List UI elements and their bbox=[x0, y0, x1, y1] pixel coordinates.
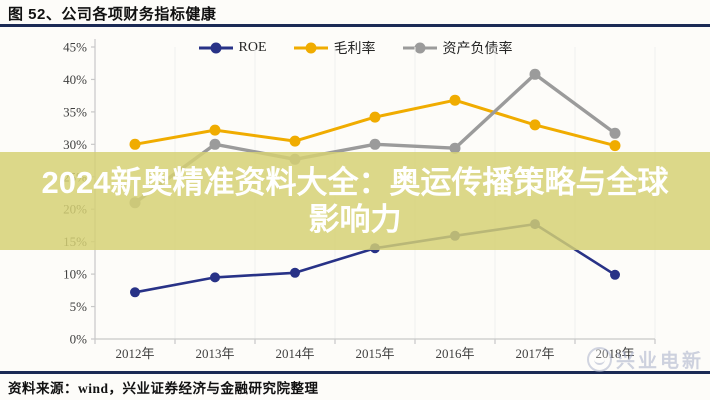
y-tick-label: 5% bbox=[70, 299, 88, 314]
series-point-ROE bbox=[130, 287, 140, 298]
series-point-毛利率 bbox=[449, 94, 461, 106]
x-tick-label: 2017年 bbox=[515, 346, 554, 361]
series-point-资产负债率 bbox=[449, 142, 461, 154]
series-point-资产负债率 bbox=[209, 138, 221, 150]
y-tick-label: 35% bbox=[63, 104, 87, 119]
banner-text-line1: 2024新奥精准资料大全：奥运传播策略与全球 bbox=[41, 165, 669, 200]
series-point-毛利率 bbox=[609, 140, 621, 152]
series-point-资产负债率 bbox=[529, 68, 541, 80]
banner-text-line2: 影响力 bbox=[308, 202, 402, 237]
watermark: 兴业电新 bbox=[586, 346, 704, 373]
legend-marker-icon bbox=[402, 42, 437, 54]
series-point-ROE bbox=[610, 269, 620, 280]
x-tick-label: 2015年 bbox=[355, 346, 394, 361]
y-tick-label: 0% bbox=[70, 332, 88, 347]
series-point-ROE bbox=[290, 267, 300, 278]
figure-title: 图 52、公司各项财务指标健康 bbox=[8, 6, 217, 23]
legend-label: ROE bbox=[238, 40, 267, 55]
series-point-资产负债率 bbox=[369, 138, 381, 150]
series-point-毛利率 bbox=[529, 119, 541, 131]
series-point-毛利率 bbox=[209, 124, 221, 136]
series-point-毛利率 bbox=[289, 135, 301, 147]
y-tick-label: 45% bbox=[63, 40, 87, 55]
source-note: 资料来源：wind，兴业证券经济与金融研究院整理 bbox=[8, 381, 319, 396]
series-point-毛利率 bbox=[369, 111, 381, 123]
watermark-label: 兴业电新 bbox=[615, 351, 704, 372]
footer-divider bbox=[0, 371, 710, 374]
legend-marker-icon bbox=[293, 42, 328, 54]
y-tick-label: 30% bbox=[63, 137, 87, 152]
title-divider bbox=[0, 24, 710, 27]
legend-label: 毛利率 bbox=[333, 42, 376, 57]
watermark-logo-icon bbox=[586, 347, 612, 372]
series-point-毛利率 bbox=[129, 138, 141, 150]
x-tick-label: 2012年 bbox=[115, 346, 154, 361]
overlay-banner: 2024新奥精准资料大全：奥运传播策略与全球 影响力 bbox=[0, 152, 710, 250]
y-tick-label: 10% bbox=[63, 267, 87, 282]
legend-marker-icon bbox=[198, 42, 233, 54]
series-point-ROE bbox=[210, 272, 220, 283]
x-tick-label: 2014年 bbox=[275, 346, 314, 361]
x-tick-label: 2013年 bbox=[195, 346, 234, 361]
series-line-毛利率 bbox=[133, 98, 617, 148]
legend-item-ROE: ROE bbox=[198, 40, 267, 56]
y-tick-label: 40% bbox=[63, 72, 87, 87]
legend-item-毛利率: 毛利率 bbox=[293, 38, 376, 58]
series-point-资产负债率 bbox=[609, 127, 621, 139]
x-tick-label: 2016年 bbox=[435, 346, 474, 361]
